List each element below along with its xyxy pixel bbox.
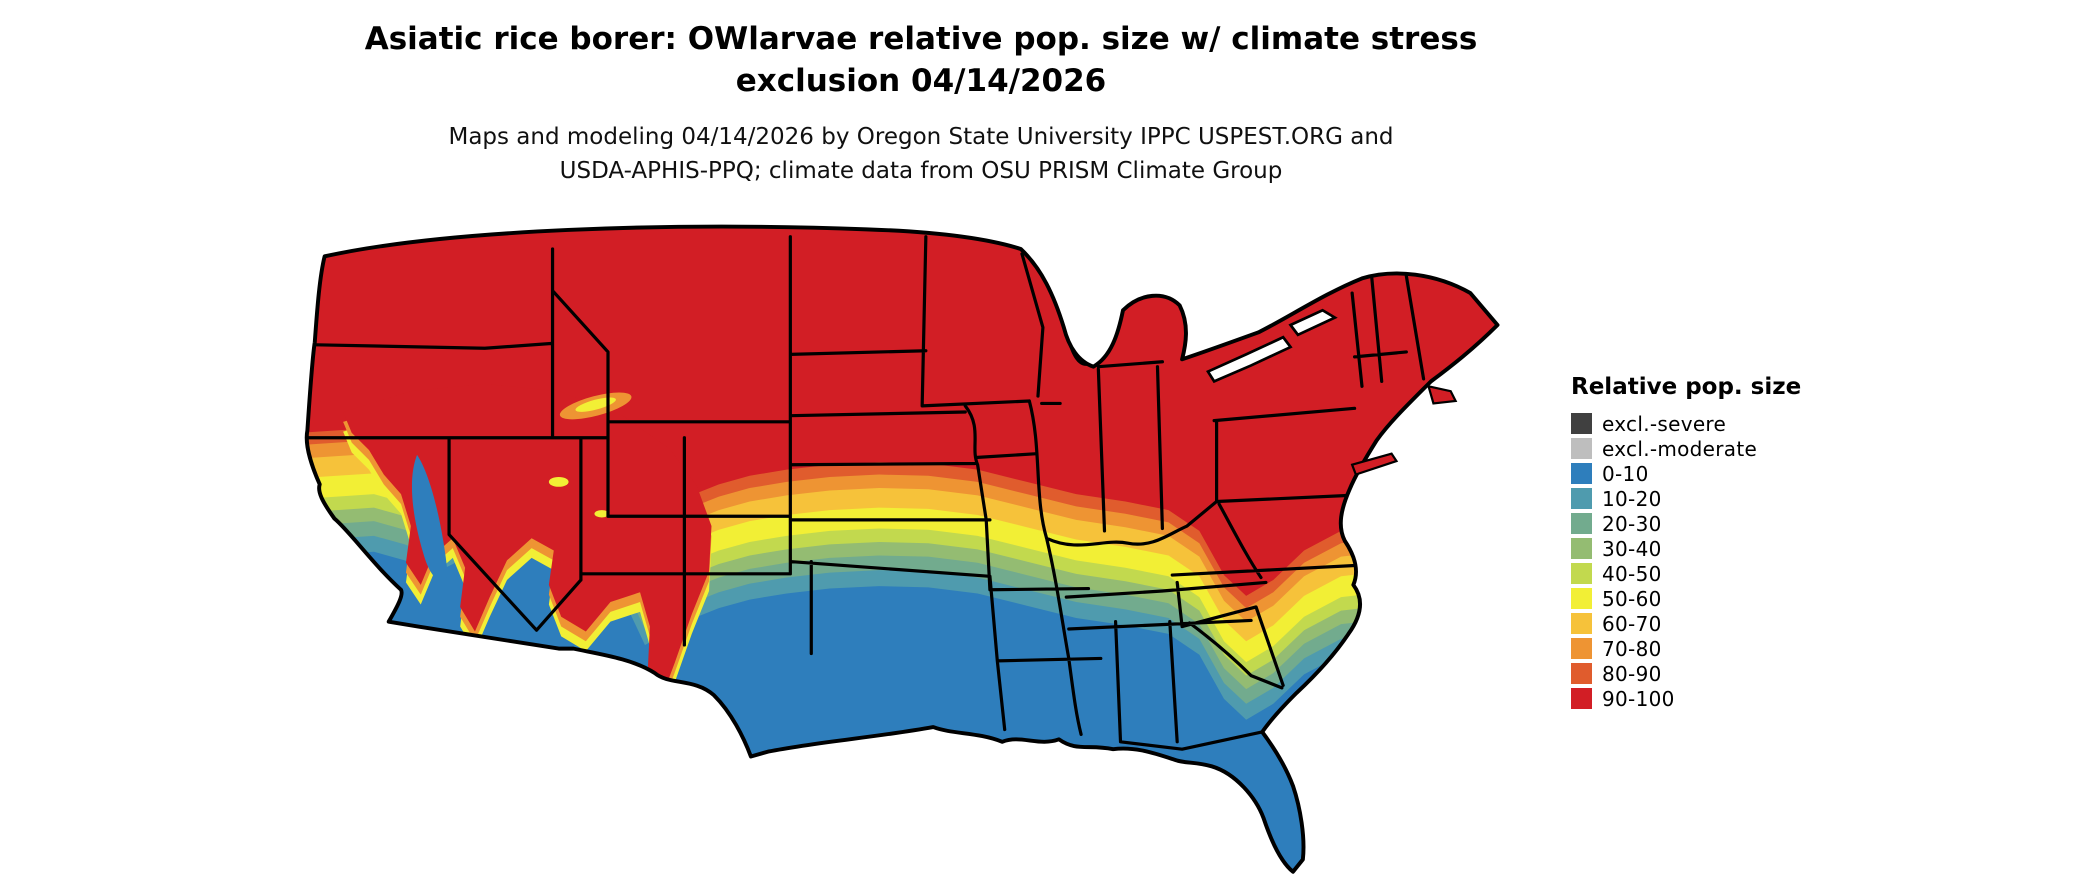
legend-label: 80-90 [1602, 661, 1662, 686]
legend-label: 10-20 [1602, 486, 1662, 511]
page-title-line1: Asiatic rice borer: OWlarvae relative po… [364, 21, 1478, 57]
legend-row: 0-10 [1571, 461, 1801, 486]
map-raster [306, 226, 1498, 872]
legend-swatch [1571, 538, 1592, 559]
legend-swatch [1571, 638, 1592, 659]
long-island [1350, 452, 1399, 476]
snake-river-patch-inner [575, 397, 616, 412]
page-title-line2: exclusion 04/14/2026 [735, 63, 1107, 99]
page-title: Asiatic rice borer: OWlarvae relative po… [0, 18, 1842, 102]
state-borders [306, 235, 1426, 751]
legend-label: 20-30 [1602, 511, 1662, 536]
lake-erie [1206, 335, 1293, 384]
legend-row: excl.-moderate [1571, 436, 1801, 461]
legend-row: 40-50 [1571, 561, 1801, 586]
legend-row: 60-70 [1571, 611, 1801, 636]
legend-label: 70-80 [1602, 636, 1662, 661]
legend-swatch [1571, 613, 1592, 634]
legend-swatch [1571, 563, 1592, 584]
legend-title: Relative pop. size [1571, 374, 1802, 400]
legend-label: 90-100 [1602, 686, 1675, 711]
legend-row: 30-40 [1571, 536, 1801, 561]
legend-row: 90-100 [1571, 686, 1801, 711]
page-subtitle-line1: Maps and modeling 04/14/2026 by Oregon S… [448, 124, 1394, 150]
legend-label: excl.-moderate [1602, 436, 1758, 461]
legend-swatch [1571, 438, 1592, 459]
us-outline [304, 224, 1500, 874]
legend-row: excl.-severe [1571, 411, 1801, 436]
legend-row: 10-20 [1571, 486, 1801, 511]
page-subtitle-line2: USDA-APHIS-PPQ; climate data from OSU PR… [559, 158, 1283, 184]
legend-swatch [1571, 588, 1592, 609]
legend-row: 70-80 [1571, 636, 1801, 661]
legend-swatch [1571, 463, 1592, 484]
legend-label: 50-60 [1602, 586, 1662, 611]
us-map [300, 222, 1532, 884]
legend: Relative pop. size excl.-severe excl.-mo… [1571, 374, 1801, 711]
legend-label: 30-40 [1602, 536, 1662, 561]
lake-ontario [1288, 308, 1338, 337]
legend-label: 0-10 [1602, 461, 1649, 486]
legend-swatch [1571, 688, 1592, 709]
legend-row: 80-90 [1571, 661, 1801, 686]
basin-patch-2 [594, 510, 610, 518]
cape-cod [1426, 384, 1458, 405]
legend-swatch [1571, 413, 1592, 434]
title-block: Asiatic rice borer: OWlarvae relative po… [0, 18, 1842, 102]
legend-swatch [1571, 513, 1592, 534]
legend-row: 50-60 [1571, 586, 1801, 611]
legend-label: 40-50 [1602, 561, 1662, 586]
western-mountains-overlay [343, 383, 712, 723]
legend-label: 60-70 [1602, 611, 1662, 636]
central-valley-patch [411, 454, 448, 581]
legend-row: 20-30 [1571, 511, 1801, 536]
us-map-svg [304, 224, 1500, 874]
legend-swatch [1571, 488, 1592, 509]
page-subtitle: Maps and modeling 04/14/2026 by Oregon S… [0, 120, 1842, 188]
legend-swatch [1571, 663, 1592, 684]
legend-label: excl.-severe [1602, 411, 1727, 436]
basin-patch-1 [548, 476, 569, 487]
